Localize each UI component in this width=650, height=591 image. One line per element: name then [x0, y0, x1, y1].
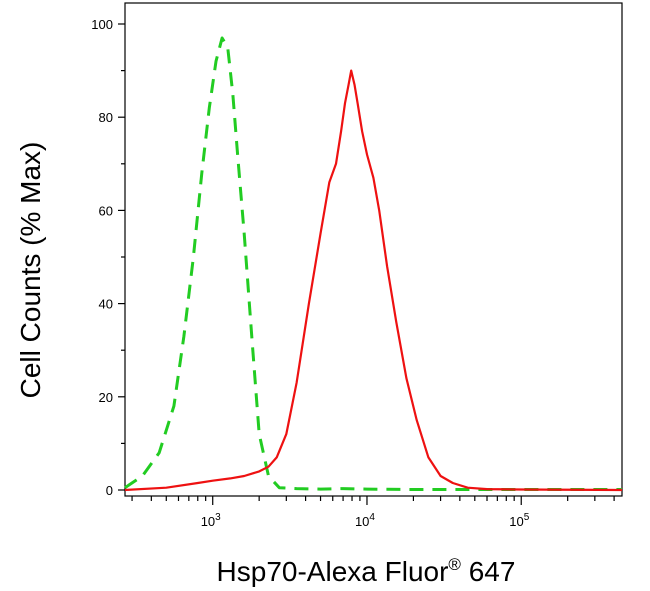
x-axis-title-tail: 647	[461, 556, 516, 587]
x-tick-label-2: 105	[509, 512, 529, 529]
x-axis: 103 104 105	[131, 496, 615, 529]
x-axis-title-main: Hsp70-Alexa Fluor	[217, 556, 449, 587]
x-tick-label-0: 103	[201, 512, 221, 529]
y-tick-label-2: 40	[99, 297, 113, 312]
series-group	[124, 36, 623, 492]
plot-frame	[124, 2, 623, 497]
y-tick-label-4: 80	[99, 110, 113, 125]
y-axis: 0 20 40 60 80 100	[91, 17, 125, 498]
x-axis-title: Hsp70-Alexa Fluor® 647	[217, 555, 516, 587]
series-line-0-dashed	[124, 36, 622, 491]
y-tick-label-3: 60	[99, 203, 113, 218]
y-tick-label-0: 0	[106, 483, 113, 498]
y-axis-title: Cell Counts (% Max)	[15, 142, 46, 399]
y-tick-label-1: 20	[99, 390, 113, 405]
y-tick-label-5: 100	[91, 17, 113, 32]
x-tick-label-1: 104	[355, 512, 375, 529]
series-line-1-solid	[124, 69, 623, 492]
x-axis-title-registered-mark: ®	[448, 555, 461, 574]
